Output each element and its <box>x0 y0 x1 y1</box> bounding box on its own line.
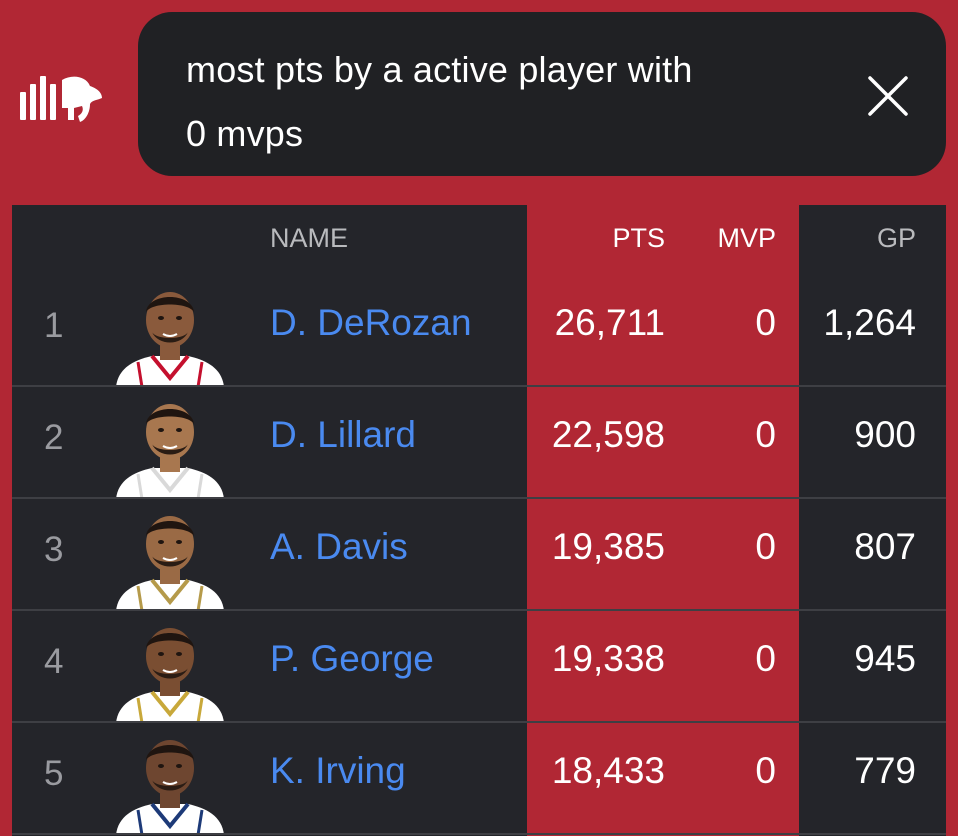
table-row[interactable]: 4 P. George 19,338 0 945 <box>12 612 946 723</box>
cell-mvp: 0 <box>755 302 776 343</box>
search-box[interactable]: most pts by a active player with 0 mvps <box>138 12 946 176</box>
column-header-mvp[interactable]: MVP <box>717 223 776 253</box>
row-divider <box>12 609 946 611</box>
cell-gp: 779 <box>854 750 916 791</box>
statmuse-logo-icon[interactable] <box>18 70 104 126</box>
cell-pts: 26,711 <box>554 302 665 343</box>
table-row[interactable]: 5 K. Irving 18,433 0 779 <box>12 724 946 835</box>
player-name-link[interactable]: D. Lillard <box>270 414 416 455</box>
search-query-line-2: 0 mvps <box>186 113 304 154</box>
row-divider <box>12 833 946 835</box>
cell-gp: 807 <box>854 526 916 567</box>
row-rank: 2 <box>44 418 64 457</box>
close-icon <box>868 76 908 116</box>
player-avatar[interactable] <box>108 388 232 499</box>
row-divider <box>12 385 946 387</box>
cell-mvp: 0 <box>755 414 776 455</box>
column-header-gp[interactable]: GP <box>876 223 916 253</box>
cell-mvp: 0 <box>755 526 776 567</box>
search-query-line-1: most pts by a active player with <box>186 49 693 90</box>
player-avatar[interactable] <box>108 500 232 611</box>
cell-mvp: 0 <box>755 638 776 679</box>
column-header-pts[interactable]: PTS <box>612 223 665 253</box>
header: most pts by a active player with 0 mvps <box>0 0 958 205</box>
player-name-link[interactable]: D. DeRozan <box>270 302 472 343</box>
player-avatar[interactable] <box>108 724 232 835</box>
cell-mvp: 0 <box>755 750 776 791</box>
player-name-link[interactable]: P. George <box>270 638 434 679</box>
row-divider <box>12 721 946 723</box>
column-header-name[interactable]: NAME <box>270 223 349 253</box>
cell-pts: 19,338 <box>551 638 665 679</box>
player-name-link[interactable]: A. Davis <box>270 526 408 567</box>
cell-pts: 19,385 <box>551 526 665 567</box>
table-row[interactable]: 3 A. Davis 19,385 0 807 <box>12 500 946 611</box>
cell-gp: 945 <box>854 638 916 679</box>
row-rank: 3 <box>44 530 64 569</box>
clear-search-button[interactable] <box>860 68 916 124</box>
search-query[interactable]: most pts by a active player with 0 mvps <box>186 38 826 166</box>
row-rank: 5 <box>44 754 64 793</box>
cell-gp: 1,264 <box>823 302 916 343</box>
row-rank: 1 <box>44 306 64 345</box>
player-avatar[interactable] <box>108 612 232 723</box>
player-name-link[interactable]: K. Irving <box>270 750 406 791</box>
table-header-row: NAME PTS MVP GP <box>12 205 946 275</box>
table-row[interactable]: 1 D. DeRozan 26,711 0 1,264 <box>12 276 946 387</box>
highlighted-columns-band <box>527 205 799 836</box>
cell-pts: 22,598 <box>551 414 665 455</box>
cell-gp: 900 <box>854 414 916 455</box>
cell-pts: 18,433 <box>551 750 665 791</box>
row-rank: 4 <box>44 642 64 681</box>
table-row[interactable]: 2 D. Lillard 22,598 0 900 <box>12 388 946 499</box>
player-avatar[interactable] <box>108 276 232 387</box>
row-divider <box>12 497 946 499</box>
results-table: NAME PTS MVP GP 1 D. DeRozan 26,711 0 1,264 2… <box>12 205 946 836</box>
